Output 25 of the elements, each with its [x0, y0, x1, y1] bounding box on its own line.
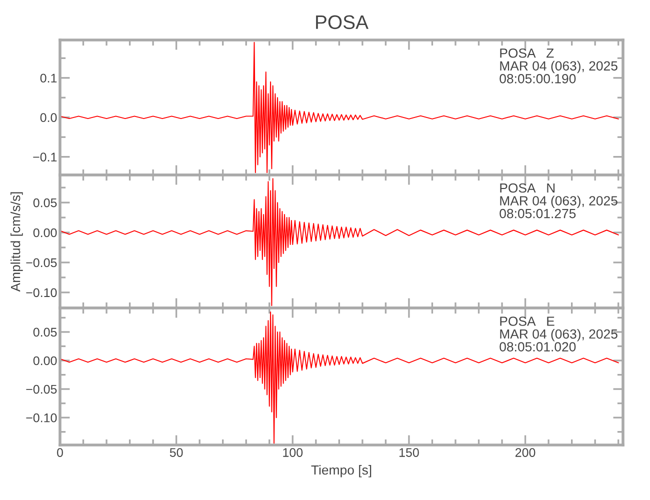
x-tick-label: 150 — [399, 448, 419, 457]
y-tick-label: 0.05 — [33, 328, 57, 337]
x-axis-title: Tiempo [s] — [311, 464, 372, 478]
x-tick-label: 0 — [57, 448, 63, 457]
x-tick-label: 50 — [170, 448, 183, 457]
y-axis-title: Amplitud [cm/s/s] — [10, 192, 23, 292]
y-tick-label: −0.05 — [26, 258, 57, 268]
y-tick-label: −0.10 — [26, 288, 57, 298]
y-tick-label: 0.00 — [33, 228, 57, 238]
y-tick-label: 0.0 — [40, 113, 57, 122]
y-tick-label: 0.1 — [40, 74, 57, 83]
y-tick-label: −0.1 — [33, 152, 57, 162]
y-tick-label: 0.00 — [33, 356, 57, 366]
y-tick-label: −0.10 — [26, 413, 57, 422]
line-series — [60, 178, 619, 306]
annotation: POSA N MAR 04 (063), 2025 08:05:01.275 — [500, 183, 618, 218]
line-series — [60, 312, 619, 444]
y-tick-label: 0.05 — [33, 198, 57, 208]
x-tick-label: 200 — [515, 448, 536, 457]
annotation: POSA Z MAR 04 (063), 2025 08:05:00.190 — [500, 48, 618, 84]
line-series — [60, 42, 619, 174]
annotation: POSA E MAR 04 (063), 2025 08:05:01.020 — [500, 316, 618, 352]
chart-title: POSA — [316, 15, 368, 30]
x-tick-label: 100 — [283, 448, 303, 457]
y-tick-label: −0.05 — [26, 384, 57, 394]
